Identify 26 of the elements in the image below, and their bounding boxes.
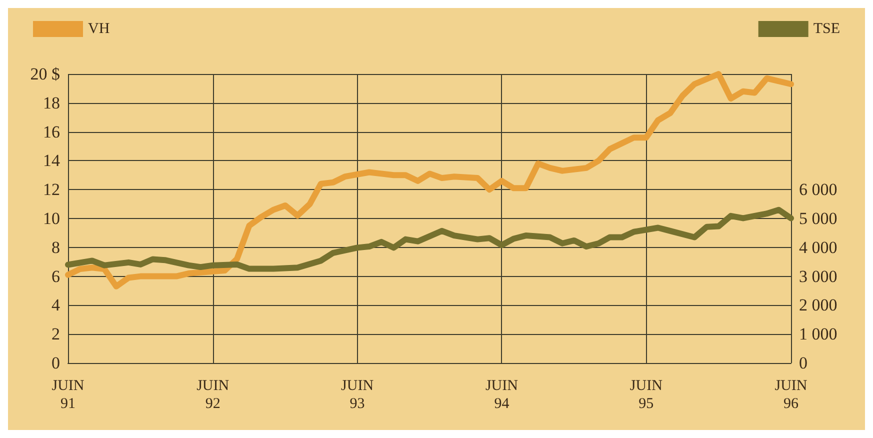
y2-tick-label: 5 000 — [799, 209, 838, 228]
x-tick-label: JUIN 91 — [52, 378, 84, 412]
y2-tick-label: 6 000 — [799, 180, 838, 200]
y-tick-label: 8 — [52, 238, 60, 257]
y-tick-label: 16 — [43, 122, 60, 142]
x-tick-label: JUIN 96 — [774, 378, 808, 412]
y2-tick-label: 0 — [799, 354, 808, 372]
y-tick-label: 6 — [52, 266, 60, 286]
y-tick-label: 18 — [43, 93, 60, 112]
y2-tick-label: 3 000 — [799, 266, 838, 286]
x-tick-label: JUIN 92 — [196, 378, 230, 412]
y2-tick-label: 1 000 — [799, 324, 838, 344]
x-tick-label: JUIN 93 — [341, 378, 374, 412]
legend-label: TSE — [813, 21, 840, 37]
y2-tick-label: 2 000 — [799, 296, 838, 315]
y-tick-label: 20 $ — [30, 64, 60, 84]
y-tick-label: 2 — [52, 324, 60, 344]
y-tick-label: 12 — [43, 180, 60, 200]
y-tick-label: 14 — [43, 151, 60, 170]
y-tick-label: 0 — [52, 354, 60, 372]
x-tick-label: JUIN 94 — [485, 378, 518, 412]
y-tick-label: 10 — [43, 209, 60, 228]
y-tick-label: 4 — [52, 296, 60, 315]
y2-tick-label: 4 000 — [799, 238, 838, 257]
legend-label: VH — [88, 21, 110, 37]
x-tick-label: JUIN 95 — [630, 378, 663, 412]
